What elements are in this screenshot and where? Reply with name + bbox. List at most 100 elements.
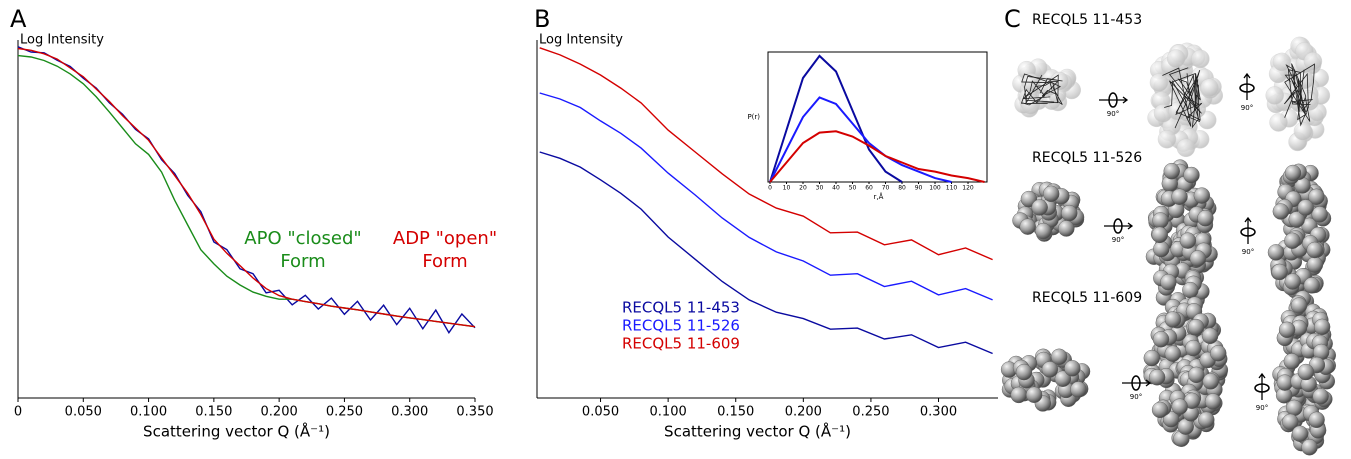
sphere: [1189, 250, 1207, 267]
sphere: [1291, 425, 1309, 442]
x-axis-label: Scattering vector Q (Å⁻¹): [143, 422, 330, 441]
sphere: [1185, 339, 1202, 357]
sphere: [1198, 411, 1215, 429]
legend-entry: RECQL5 11-609: [622, 335, 740, 353]
sphere: [1179, 232, 1197, 249]
sphere: [1064, 360, 1081, 377]
rotation-arrow: [1244, 216, 1252, 244]
sphere: [1297, 363, 1315, 381]
sphere: [1058, 220, 1075, 237]
x-axis-label: r,Å: [874, 192, 884, 201]
x-tick-label: 0.300: [920, 405, 957, 420]
sphere: [1306, 256, 1324, 273]
x-tick-label: 0.250: [852, 405, 889, 420]
x-tick-label: 100: [929, 185, 941, 192]
x-tick-label: 0.150: [195, 405, 232, 420]
sphere: [1152, 331, 1170, 348]
sphere: [1164, 345, 1181, 362]
sphere: [1171, 398, 1188, 415]
x-tick-label: 90: [915, 185, 923, 192]
legend-entry: RECQL5 11-526: [622, 317, 740, 335]
series-line: [769, 96, 952, 183]
ribbon: [1175, 73, 1203, 119]
rotation-label: 90°: [1242, 248, 1254, 256]
sphere: [1313, 318, 1331, 336]
sphere: [1182, 281, 1199, 299]
sphere: [1148, 369, 1166, 386]
sphere: [1286, 399, 1303, 417]
ribbon: [1288, 63, 1309, 127]
sphere: [1306, 241, 1323, 259]
sphere: [1152, 212, 1169, 229]
sphere: [1312, 388, 1329, 405]
x-tick-label: 10: [783, 185, 791, 192]
ribbon: [1164, 70, 1201, 110]
rotation-arrow: [1243, 72, 1251, 100]
sphere: [1164, 311, 1182, 328]
panel-label: C: [1004, 5, 1021, 33]
annotation: ADP "open": [393, 228, 497, 249]
structure-label: RECQL5 11-453: [1032, 12, 1142, 28]
x-tick-label: 80: [898, 185, 906, 192]
rotation-arrow: [1099, 96, 1129, 104]
sphere: [1308, 411, 1325, 428]
ribbon: [1191, 73, 1201, 129]
series-line: [17, 54, 476, 328]
x-tick-label: 40: [832, 185, 840, 192]
rotation-arrow: [1104, 222, 1134, 230]
x-tick-label: 0.350: [456, 405, 493, 420]
sphere: [1204, 393, 1222, 410]
annotation: Form: [280, 251, 325, 272]
ribbon: [1021, 73, 1059, 104]
x-tick-label: 20: [799, 185, 807, 192]
x-tick-label: 70: [882, 185, 890, 192]
sphere: [1193, 187, 1211, 204]
x-tick-label: 0.200: [261, 405, 298, 420]
sphere: [1041, 361, 1059, 378]
y-axis-label: Log Intensity: [20, 33, 104, 48]
sphere: [1201, 327, 1219, 344]
series-line: [769, 54, 903, 183]
x-tick-label: 0.050: [582, 405, 619, 420]
rotation-arrow: [1122, 379, 1152, 387]
sphere: [1166, 49, 1186, 68]
sphere: [1271, 263, 1288, 281]
sphere: [1054, 370, 1072, 387]
x-tick-label: 60: [865, 185, 873, 192]
series-line: [539, 151, 993, 355]
sphere: [1278, 321, 1296, 339]
structure-label: RECQL5 11-526: [1032, 150, 1142, 166]
sphere: [1143, 349, 1161, 367]
sphere: [1265, 86, 1284, 105]
x-tick-label: 0.050: [65, 405, 102, 420]
sphere: [1293, 121, 1313, 141]
sphere: [1160, 273, 1177, 291]
sphere: [1187, 318, 1205, 336]
sphere: [1297, 199, 1314, 216]
sphere: [1043, 185, 1060, 202]
series-line: [539, 47, 993, 261]
x-tick-label: 50: [849, 185, 857, 192]
sphere: [1267, 244, 1285, 261]
sphere: [1157, 130, 1177, 149]
sphere: [1272, 203, 1290, 220]
panel-label: B: [534, 5, 550, 33]
x-tick-label: 30: [816, 185, 824, 192]
sphere: [1061, 204, 1078, 222]
sphere: [1284, 232, 1301, 249]
sphere: [1163, 162, 1180, 180]
structures: [1000, 36, 1336, 456]
sphere: [1282, 413, 1299, 431]
ribbon: [1284, 69, 1307, 121]
sphere: [1153, 240, 1170, 258]
rotation-label: 90°: [1256, 404, 1268, 412]
rotation-label: 90°: [1112, 236, 1124, 244]
x-axis-label: Scattering vector Q (Å⁻¹): [664, 422, 851, 441]
sphere: [1183, 166, 1200, 184]
sphere: [1308, 188, 1325, 205]
sphere: [1050, 348, 1068, 365]
annotation: APO "closed": [244, 228, 361, 249]
annotation: Form: [422, 251, 467, 272]
sphere: [1303, 52, 1323, 71]
